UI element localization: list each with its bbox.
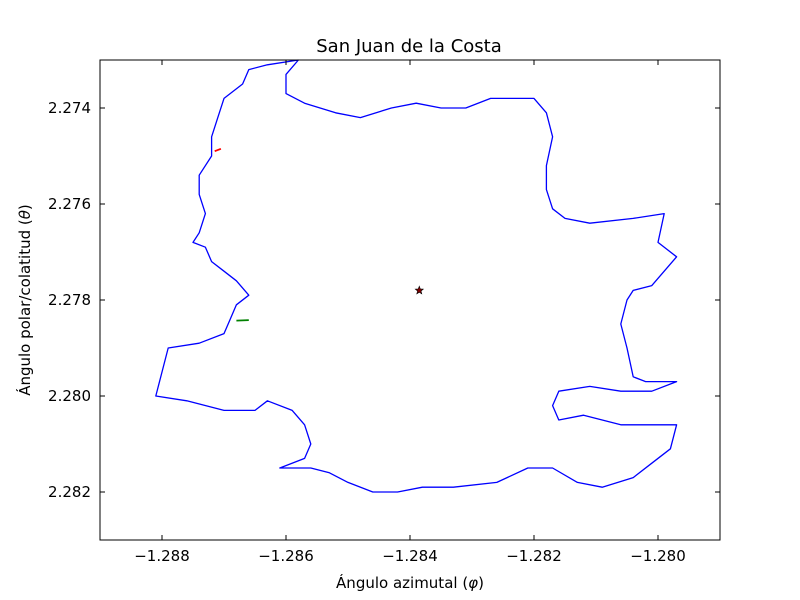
marker-layer — [414, 285, 425, 295]
series-layer — [155, 59, 678, 493]
y-axis-ticks: 2.274 2.276 2.278 2.280 2.282 — [48, 99, 720, 501]
y-tick-label: 2.274 — [48, 99, 91, 117]
x-axis-label: Ángulo azimutal (φ) — [336, 573, 484, 592]
x-axis-ticks: −1.288 −1.286 −1.284 −1.282 −1.280 — [134, 60, 686, 565]
plot-area — [99, 59, 721, 541]
chart-title: San Juan de la Costa — [316, 36, 501, 57]
y-axis-label: Ángulo polar/colatitud (θ) — [15, 204, 34, 396]
x-tick-label: −1.282 — [506, 547, 562, 565]
series-line-segment-red — [214, 147, 222, 153]
x-axis-label-close: ) — [478, 574, 484, 592]
x-tick-label: −1.284 — [382, 547, 438, 565]
plot-background — [100, 60, 720, 540]
x-axis-label-symbol: φ — [468, 574, 478, 592]
y-tick-label: 2.280 — [48, 387, 91, 405]
x-tick-label: −1.288 — [134, 547, 190, 565]
x-tick-label: −1.280 — [630, 547, 686, 565]
y-axis-label-text: Ángulo polar/colatitud ( — [15, 219, 34, 396]
series-line-outline — [155, 59, 678, 493]
x-tick-label: −1.286 — [258, 547, 314, 565]
y-axis-label-symbol: θ — [16, 210, 34, 219]
x-axis-label-text: Ángulo azimutal ( — [336, 573, 468, 592]
y-tick-label: 2.282 — [48, 483, 91, 501]
y-tick-label: 2.276 — [48, 195, 91, 213]
center-star-marker — [414, 285, 425, 295]
y-axis-label-close: ) — [16, 204, 34, 210]
y-tick-label: 2.278 — [48, 291, 91, 309]
